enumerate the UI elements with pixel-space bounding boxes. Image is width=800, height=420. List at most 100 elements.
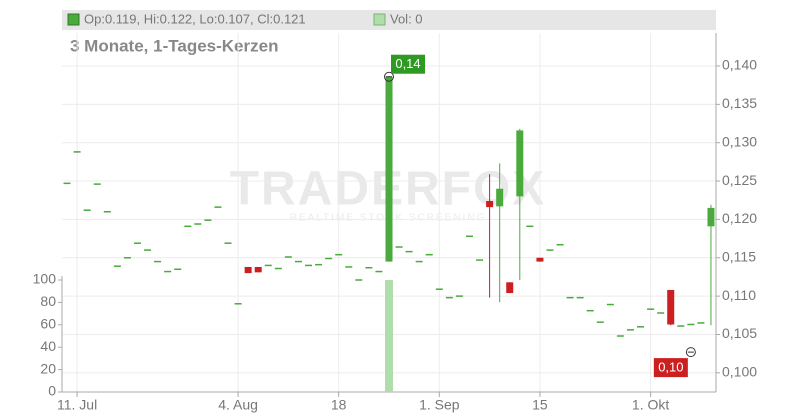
candle-body [315, 263, 323, 266]
extreme-marker [384, 71, 394, 82]
candle-body [365, 266, 373, 269]
candle-body [616, 335, 624, 337]
x-tick-label: 11. Jul [57, 397, 97, 413]
candle-body [154, 260, 162, 263]
candle-body [536, 257, 544, 262]
candle-body [355, 279, 363, 281]
candle-body [566, 296, 574, 299]
candle-body [506, 282, 514, 294]
candle-body [697, 322, 705, 324]
candle-body [425, 253, 433, 256]
candle-body [375, 270, 383, 273]
candle-body [637, 326, 645, 328]
y-tick-label: 0,110 [722, 287, 756, 303]
candle-body [294, 260, 302, 263]
candle-body [174, 268, 182, 271]
candle-body [496, 188, 504, 207]
y-tick-label: 0,100 [722, 364, 757, 380]
x-tick-label: 4. Aug [218, 397, 258, 413]
volume-bar [385, 280, 393, 392]
y-tick-label: 0,125 [722, 172, 757, 188]
candle-body [234, 303, 242, 305]
candle-body [586, 309, 594, 312]
candle-body [264, 264, 272, 267]
candle-body [204, 219, 212, 221]
ohlc-swatch [67, 13, 80, 26]
candle-body [325, 257, 333, 260]
candle-body [476, 259, 484, 261]
candle-body [667, 289, 675, 325]
candle-body [194, 223, 202, 225]
y2-tick-label: 80 [40, 293, 56, 309]
candle-body [677, 325, 685, 327]
candle-body [516, 130, 524, 197]
y2-tick-label: 60 [40, 316, 56, 332]
candle-body [345, 266, 353, 268]
candle-body [73, 151, 81, 153]
candle-body [526, 225, 534, 228]
candle-body [103, 210, 111, 213]
candle-body [63, 182, 71, 185]
y2-tick-label: 40 [40, 338, 56, 354]
candle-body [556, 243, 564, 246]
y-tick-label: 0,140 [722, 57, 757, 73]
candle-body [455, 295, 463, 297]
volume-swatch [373, 13, 386, 26]
y2-tick-label: 100 [33, 271, 57, 287]
candle-body [435, 288, 443, 290]
candle-body [83, 209, 91, 211]
candle-body [657, 312, 665, 314]
candle-body [687, 323, 695, 326]
candle-body [123, 257, 131, 259]
candle-body [284, 256, 292, 258]
y-tick-label: 0,120 [722, 210, 757, 226]
candle-body [606, 303, 614, 306]
candle-body [93, 183, 101, 185]
candle-body [626, 329, 634, 331]
candle-body [596, 321, 604, 323]
candle-body [335, 253, 343, 256]
candle-body [133, 242, 141, 244]
extreme-label-box [391, 54, 425, 74]
candle-body [405, 250, 413, 253]
y2-tick-label: 20 [40, 360, 56, 376]
extreme-marker [685, 347, 696, 358]
y-tick-label: 0,130 [722, 133, 757, 149]
candle-body [415, 260, 423, 263]
y-tick-label: 0,135 [722, 95, 757, 111]
ohlc-readout: Op:0.119, Hi:0.122, Lo:0.107, Cl:0.121 [84, 11, 306, 26]
extreme-label: 0,10 [658, 360, 683, 375]
extreme-label-box [653, 358, 688, 378]
y-tick-label: 0,105 [722, 325, 757, 341]
candle-body [465, 235, 473, 238]
y2-tick-label: 0 [48, 383, 56, 399]
x-tick-label: 1. Okt [632, 397, 669, 413]
candle-body [576, 296, 584, 299]
extreme-label: 0,14 [395, 56, 420, 71]
candle-body [244, 266, 252, 274]
candle-body [113, 265, 121, 267]
candle-body [445, 296, 453, 299]
candle-body [214, 206, 222, 208]
candle-body [305, 264, 313, 267]
candle-body [385, 76, 393, 262]
candle-body [647, 308, 655, 310]
x-tick-label: 18 [331, 397, 347, 413]
y-tick-label: 0,115 [722, 248, 756, 264]
candle-body [184, 225, 192, 228]
candle-body [224, 242, 232, 244]
header-bar [62, 10, 716, 30]
x-tick-label: 15 [532, 397, 548, 413]
candle-body [144, 249, 152, 251]
candle-body [707, 207, 715, 227]
candle-body [254, 266, 262, 273]
volume-readout: Vol: 0 [390, 11, 423, 26]
candle-body [164, 270, 172, 273]
candle-body [546, 249, 554, 251]
x-tick-label: 1. Sep [419, 397, 460, 413]
candle-body [486, 200, 494, 208]
subtitle: 3 Monate, 1-Tages-Kerzen [70, 36, 278, 55]
candle-body [395, 246, 403, 248]
candle-body [274, 267, 282, 270]
